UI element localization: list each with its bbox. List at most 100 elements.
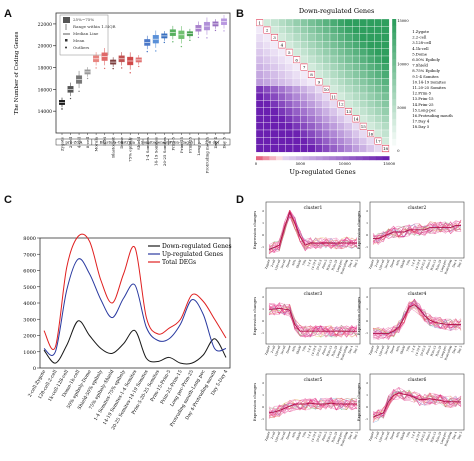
diag-label-bg (375, 138, 382, 144)
subplot-x-tick-label: Prim-5 (425, 345, 432, 355)
heatmap-cell (270, 55, 279, 64)
box-outlier (138, 65, 140, 68)
subplot-y-tick: 0 (262, 233, 264, 237)
heatmap-cell (285, 63, 294, 71)
diag-label-bg (352, 116, 359, 122)
heatmap-cell (270, 92, 279, 101)
heatmap-cell (315, 100, 323, 108)
subplot-y-tick: 0 (366, 319, 368, 323)
heatmap-cell (329, 129, 338, 138)
heatmap-cell (359, 85, 368, 94)
subplot-x-tick-label: 75% (405, 345, 411, 353)
cluster-line (372, 222, 462, 244)
heatmap-cell (329, 41, 338, 49)
heatmap-cell (278, 100, 286, 108)
subplot-x-tick-label: 128-cell (274, 259, 282, 271)
legend-entry: Range within 1.5IQR (73, 24, 116, 29)
heatmap-cell (322, 33, 331, 42)
heatmap-cell (270, 129, 279, 138)
subplot-x-tick-label: Dome (285, 345, 292, 354)
subplot-ylabel: Expression changes (252, 383, 257, 421)
colorbar-down-segment (392, 25, 397, 33)
cluster-line (372, 391, 462, 423)
subplot-x-tick-label: 2-cell (374, 259, 380, 268)
colorbar-down-segment (392, 138, 397, 146)
subplot-x-tick-label: Dome (389, 431, 396, 440)
subplot-x-tick-label: 20-25 S (315, 431, 323, 443)
subplot-x-tick-label: 75% (301, 431, 307, 439)
heatmap-cell (337, 85, 345, 94)
heatmap-cell (329, 18, 338, 27)
cluster-subplot-3: cluster3 Expression changes 2 1 0 -1 Zygote2-c… (252, 287, 361, 361)
subplot-x-tick-label: 128-cell (378, 259, 386, 271)
colorbar-up-segment (362, 156, 370, 161)
subplot-x-tick-label: 50% (291, 259, 297, 267)
subplot-y-tick: 0 (366, 233, 368, 237)
heatmap-cell (285, 85, 294, 94)
heatmap-cell (270, 18, 279, 27)
heatmap-cell (255, 107, 264, 116)
group-label: pre-ZGA (65, 140, 82, 145)
heatmap-cell (285, 92, 294, 101)
x-tick-label: ICM (102, 137, 107, 146)
heatmap-cell (270, 144, 279, 153)
y-tick-label: 6000 (23, 269, 36, 275)
subplot-x-tick-label: 14-19 S (414, 431, 422, 443)
stage-label: 4.1k-cell (412, 46, 429, 51)
colorbar-down-segment (392, 72, 397, 80)
subplot-x-tick-label: 1k-cell (279, 259, 286, 269)
diag-label: 6 (295, 57, 298, 62)
box-outlier (61, 108, 63, 110)
diag-label-bg (345, 108, 352, 115)
heatmap-cell (359, 78, 368, 86)
heatmap-cell (255, 129, 264, 138)
colorbar-down-segment (392, 32, 397, 40)
subplot-y-tick: 0 (262, 319, 264, 323)
subplot-x-tick-label: Day 4 (347, 259, 354, 268)
subplot-title: cluster3 (304, 291, 323, 297)
heatmap-cell (352, 85, 360, 94)
legend-entry-0: Down-regulated Genes (162, 243, 232, 250)
panel-a-boxplot: 14000 16000 18000 20000 22000 The Number of C… (14, 12, 231, 173)
heatmap-cell (381, 78, 390, 86)
box-outlier (69, 97, 72, 100)
heatmap-cell (322, 63, 331, 71)
colorbar-up-tick: 10000 (339, 161, 352, 166)
subplot-x-tick-label: 2-cell (374, 431, 380, 440)
heatmap-cell (263, 33, 271, 42)
subplot-x-tick-label: 1-4 S (306, 259, 312, 267)
subplot-ylabel: Expression changes (356, 297, 361, 335)
subplot-ylabel: Expression changes (356, 211, 361, 249)
y-tick-label: 4000 (23, 301, 36, 307)
heatmap-cell (307, 115, 316, 123)
heatmap-cell (292, 129, 301, 138)
stage-label: 6.50% Epiboly (412, 57, 441, 62)
heatmap-cell (270, 78, 279, 86)
box-outlier (146, 50, 148, 53)
diag-label-bg (330, 93, 337, 100)
heatmap-cell (374, 129, 382, 138)
heatmap-cell (352, 100, 360, 108)
heatmap-cell (344, 92, 353, 101)
colorbar-up-segment (335, 156, 343, 161)
heatmap-cell (292, 63, 301, 71)
heatmap-cell (381, 100, 390, 108)
heatmap-cell (285, 100, 294, 108)
subplot-x-tick-label: 128-cell (274, 431, 282, 443)
heatmap-cell (337, 129, 345, 138)
stage-label: 16.Protruding mouth (412, 113, 453, 118)
y-tick-label: 18000 (38, 66, 52, 72)
heatmap-cell (374, 63, 382, 71)
cluster-line (268, 211, 358, 252)
heatmap-cell (381, 41, 390, 49)
diag-label: 14 (353, 117, 359, 122)
colorbar-up-tick: 5000 (296, 161, 306, 166)
diag-label: 1 (258, 20, 261, 25)
heatmap-cell (307, 55, 316, 64)
y-tick-label: 7000 (23, 252, 36, 258)
box-outlier (163, 41, 166, 44)
heatmap-cell (300, 70, 308, 79)
heatmap-cell (374, 26, 382, 34)
heatmap-cell (300, 129, 308, 138)
heatmap-cell (292, 18, 301, 27)
